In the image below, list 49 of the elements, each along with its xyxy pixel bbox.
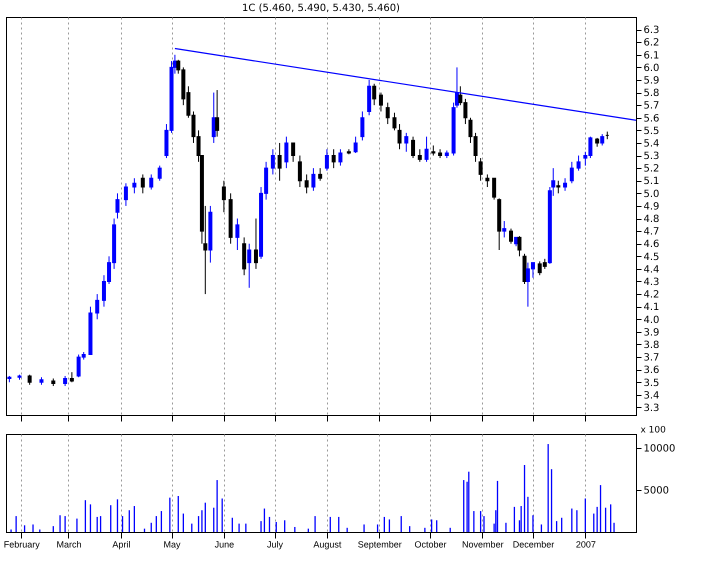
x-tick-label: 2007 (576, 540, 596, 550)
y-tick-label: 4.0 (644, 314, 660, 326)
y-tick-label: 5.0 (644, 188, 660, 200)
y-tick-label: 4.8 (644, 214, 660, 226)
y-axis-title: x 100 (640, 426, 666, 436)
y-tick-label: 4.2 (644, 290, 660, 301)
y-tick-label: 6.0 (644, 62, 660, 74)
x-tick-label: August (313, 540, 342, 550)
y-tick-label: 5.6 (644, 113, 660, 124)
y-tick-label: 3.7 (644, 352, 660, 364)
y-tick-label: 5.8 (644, 88, 660, 100)
y-tick-label: 3.3 (644, 402, 660, 414)
y-tick-label: 5.9 (644, 75, 660, 86)
x-tick-label: March (56, 540, 82, 550)
x-tick-label: November (462, 540, 504, 550)
x-tick-label: June (214, 540, 234, 550)
x-tick-label: October (414, 540, 446, 550)
x-tick-label: February (4, 540, 40, 550)
y-tick-label: 4.1 (644, 302, 660, 314)
x-tick-label: April (112, 540, 130, 550)
y-tick-label: 4.9 (644, 201, 660, 212)
y-tick-label: 3.4 (644, 390, 660, 402)
y-tick-label: 4.6 (644, 239, 660, 250)
x-tick-label: December (512, 540, 554, 550)
y-tick-label: 6.2 (644, 38, 660, 49)
y-tick-label: 3.5 (644, 378, 660, 389)
y-tick-label: 5.2 (644, 164, 660, 175)
y-tick-label: 4.5 (644, 252, 660, 263)
candlestick (7, 375, 12, 383)
y-tick-label: 4.3 (644, 276, 660, 288)
y-tick-label: 4.4 (644, 264, 660, 276)
y-tick-label: 3.8 (644, 340, 660, 351)
y-tick-label: 10000 (644, 444, 676, 455)
y-tick-label: 3.9 (644, 327, 660, 338)
y-tick-label: 4.7 (644, 226, 660, 238)
y-tick-label: 5.5 (644, 126, 660, 137)
y-tick-label: 6.3 (644, 25, 660, 36)
y-tick-label: 5.1 (644, 176, 660, 188)
y-tick-label: 3.6 (644, 365, 660, 376)
x-tick-label: July (267, 540, 284, 550)
x-tick-label: May (164, 540, 182, 550)
x-tick-label: September (358, 540, 402, 550)
candlestick (39, 376, 44, 386)
y-tick-label: 5.7 (644, 100, 660, 112)
y-tick-label: 5000 (644, 486, 669, 497)
y-tick-label: 5.3 (644, 151, 660, 162)
chart-title: 1C (5.460, 5.490, 5.430, 5.460) (242, 3, 400, 14)
y-tick-label: 5.4 (644, 138, 660, 150)
y-tick-label: 6.1 (644, 50, 660, 62)
